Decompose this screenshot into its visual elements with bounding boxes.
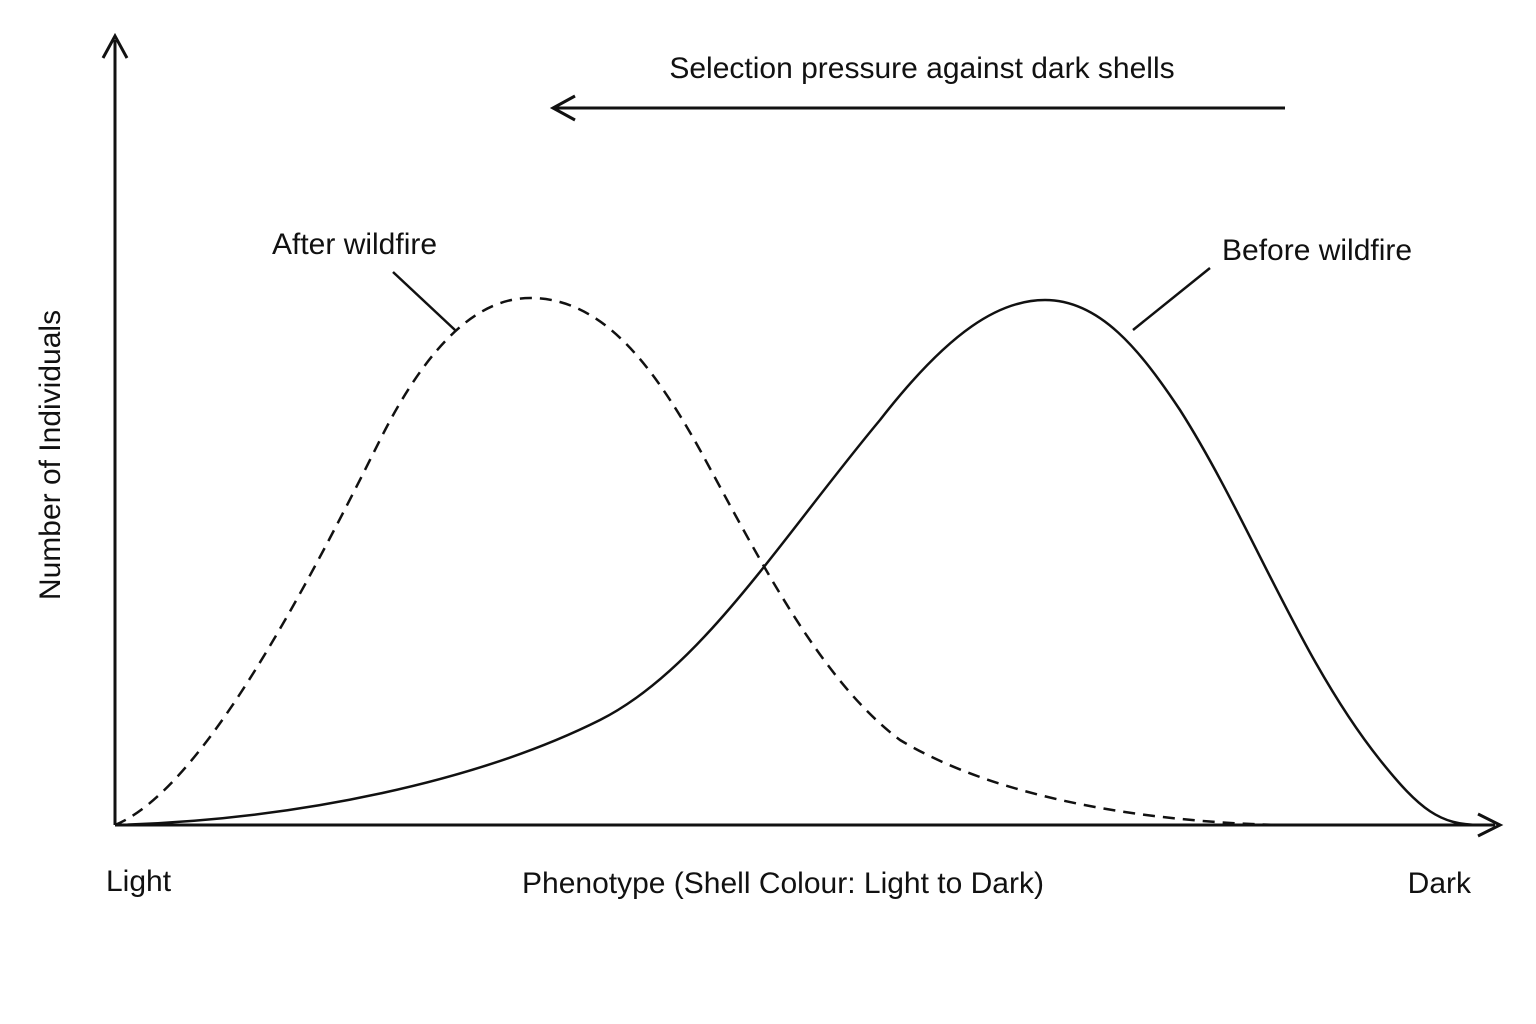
y-axis-label: Number of Individuals: [34, 310, 67, 600]
after-curve: [114, 296, 1281, 827]
x-start-label: Light: [106, 865, 172, 898]
before-leader: [1132, 267, 1211, 331]
before-label: Before wildfire: [1222, 234, 1412, 267]
x-axis-arrowhead: [1477, 812, 1504, 838]
x-end-label: Dark: [1408, 867, 1472, 900]
after-label: After wildfire: [272, 228, 437, 261]
x-axis-label: Phenotype (Shell Colour: Light to Dark): [522, 867, 1044, 900]
selection-arrowhead: [549, 94, 576, 122]
before-curve: [114, 298, 1481, 827]
after-leader: [392, 271, 456, 331]
y-axis-arrowhead: [101, 32, 129, 59]
annotation: Selection pressure against dark shells: [669, 52, 1174, 85]
